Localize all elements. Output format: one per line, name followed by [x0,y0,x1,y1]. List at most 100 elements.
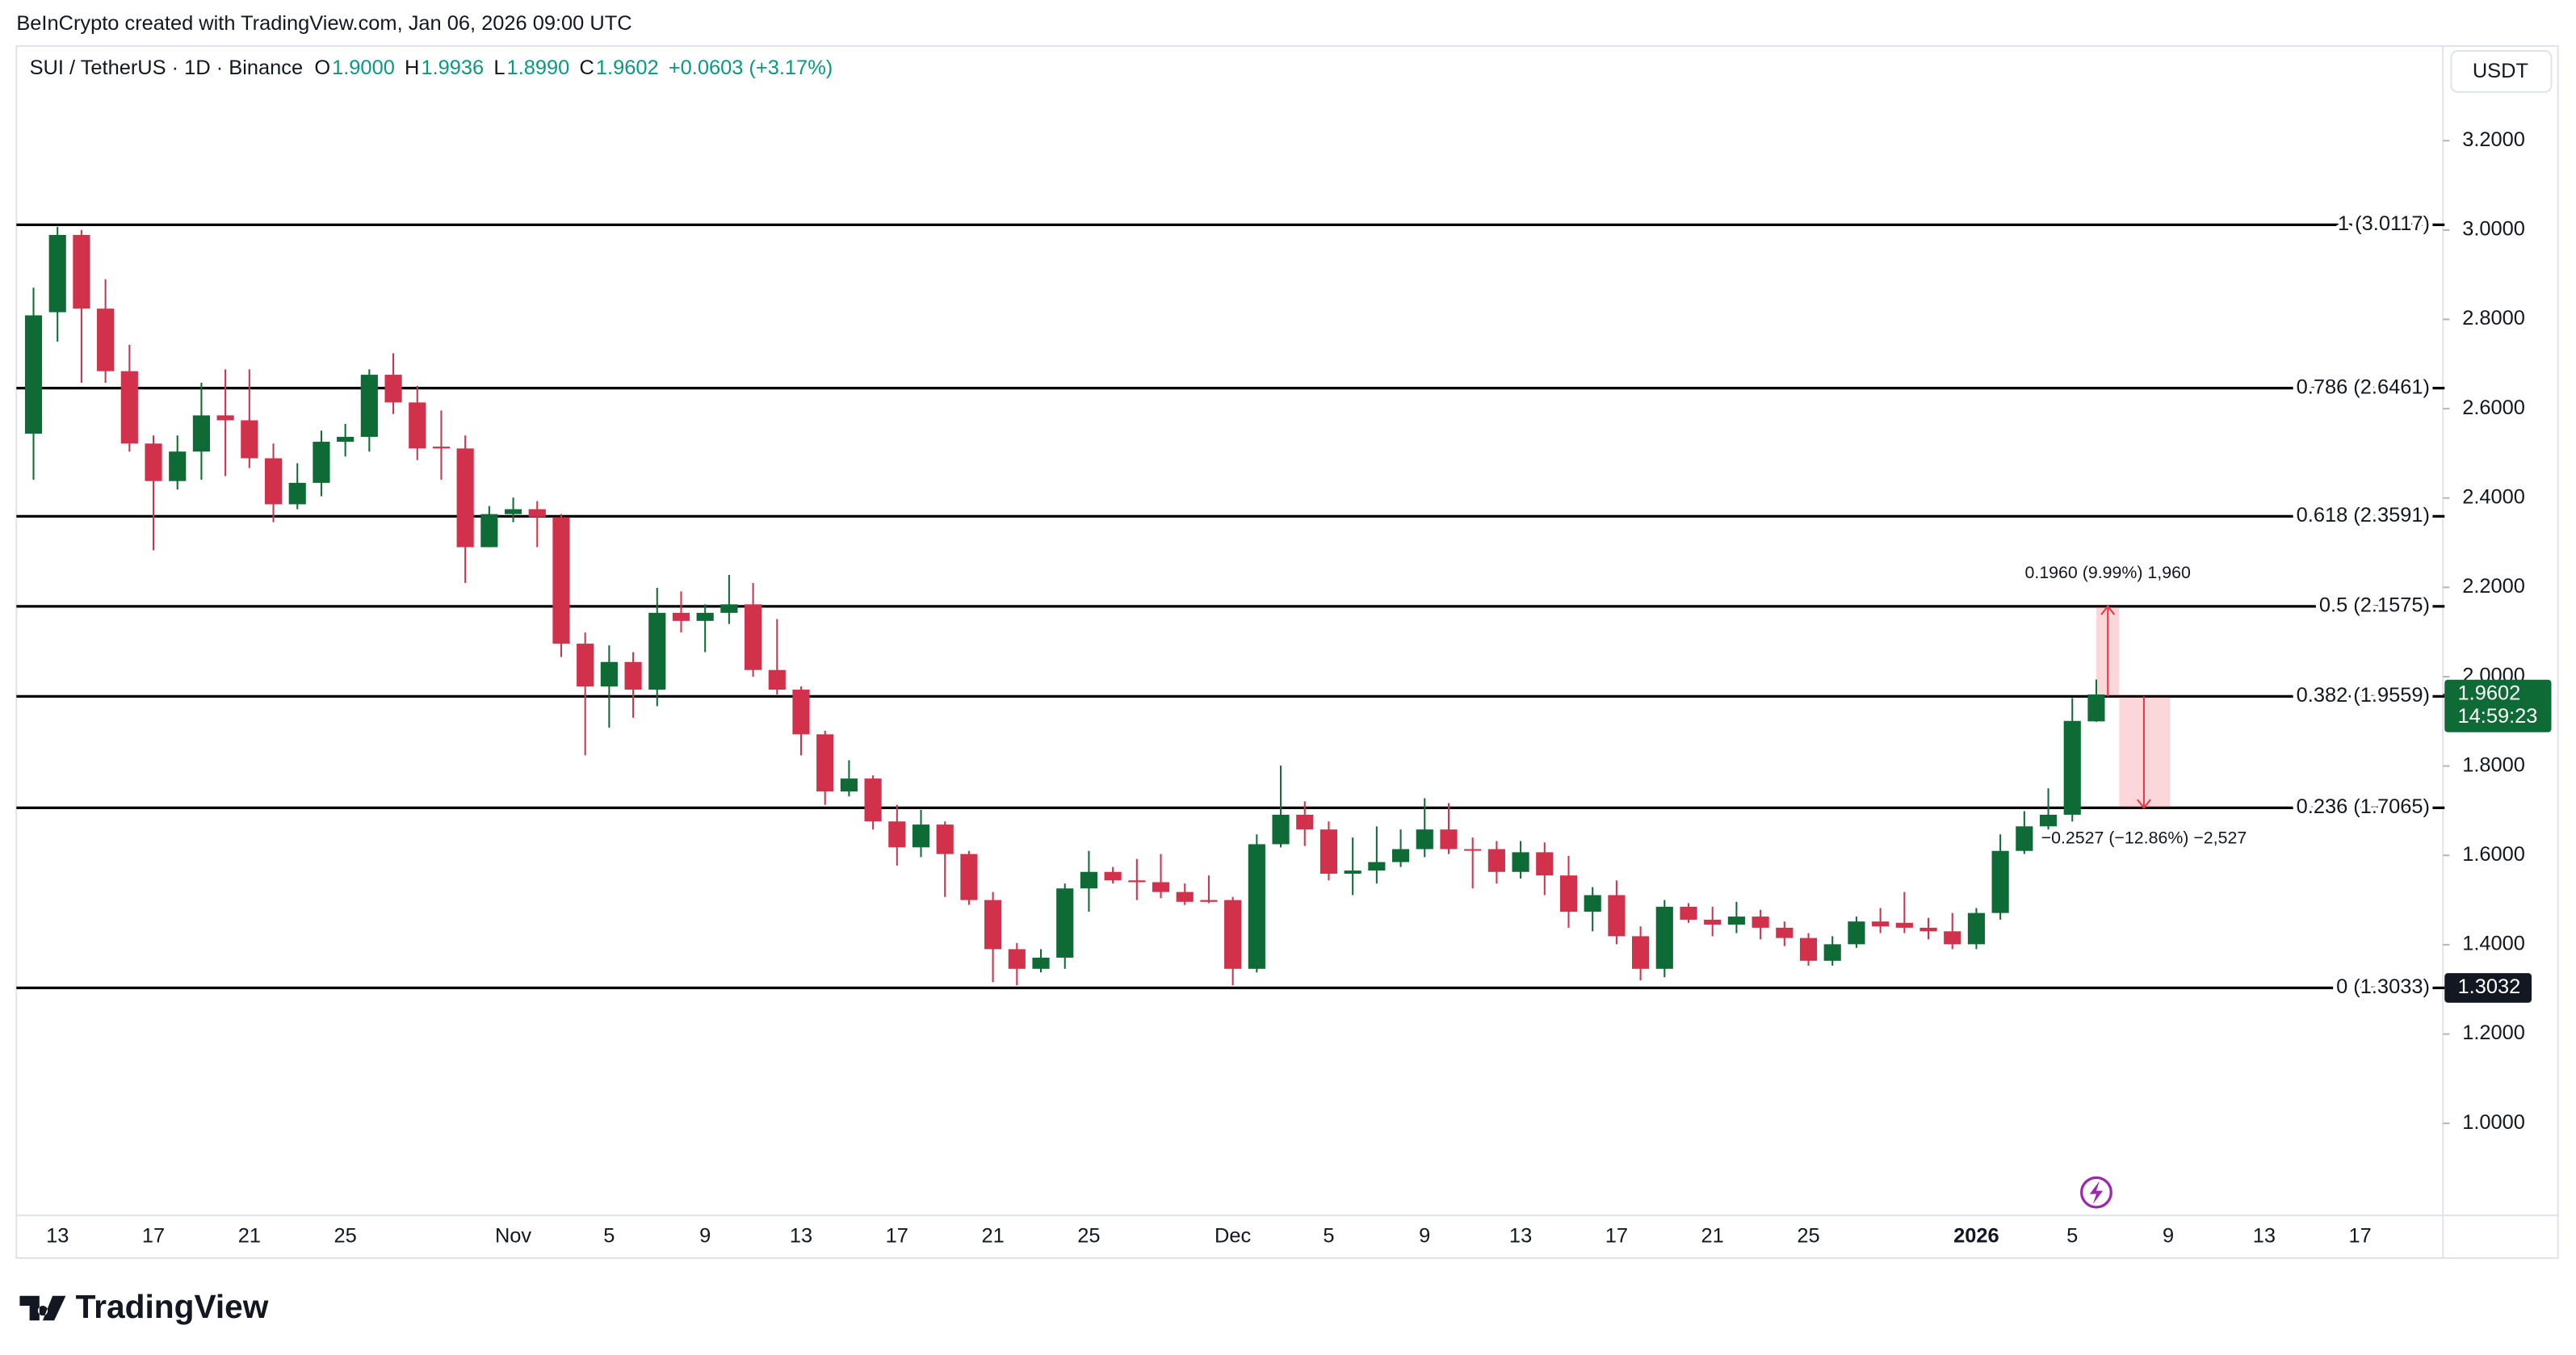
fib-level-label: 1 (3.0117) [2338,212,2430,235]
legend-key: O [314,57,330,79]
candle-body [1008,949,1026,969]
candle-body [288,482,306,505]
candle-body [696,612,714,621]
brand-name: TradingView [76,1288,269,1325]
y-tick-label: 2.4000 [2462,485,2525,508]
candle-body [48,234,66,313]
candle-body [409,402,426,449]
x-tick-label: 17 [2349,1224,2372,1247]
currency-button[interactable] [2450,50,2553,93]
candle-body [792,690,810,735]
fib-level-label: 0.618 (2.3591) [2297,504,2430,526]
candle-body [1919,927,1937,932]
x-tick-label: 13 [1509,1224,1532,1247]
candle-body [1368,862,1386,871]
legend-value: 1.9936 [421,57,484,79]
x-tick-label: 5 [2066,1224,2078,1247]
candle-body [1872,921,1890,927]
alert-circle[interactable] [2080,1176,2112,1209]
candle-body [1536,852,1554,876]
candle-body [912,824,930,848]
fib-level-label: 0 (1.3033) [2336,975,2430,998]
candle-body [120,371,138,444]
candle-body [1464,849,1482,851]
candle-body [1967,912,1986,945]
candle-body [456,448,474,547]
candle-body [745,604,762,670]
y-tick-label: 1.8000 [2462,753,2525,776]
candle-body [1224,900,1242,969]
currency-label[interactable]: USDT [2473,60,2528,82]
x-tick-label: 21 [1701,1224,1724,1247]
measure-down-box [2119,696,2171,808]
x-tick-label: 25 [334,1224,357,1247]
legend-key: L [493,57,505,79]
candle-body [552,517,570,644]
candle-body [480,514,498,547]
candle-body [1704,919,1722,925]
candle-body [577,644,594,687]
candle-body [1512,852,1529,872]
candle-body [192,415,211,452]
measure-up-label: 0.1960 (9.99%) 1,960 [2025,563,2191,582]
candle-body [1200,900,1218,902]
x-tick-label: 2026 [1953,1224,1999,1247]
x-tick-label: 9 [2163,1224,2174,1247]
candle-body [241,420,258,459]
candle-body [816,734,834,792]
candle-body [1296,814,1314,830]
y-tick-label: 1.4000 [2462,933,2525,955]
candle-body [888,821,906,848]
y-tick-label: 3.0000 [2462,218,2525,241]
candle-body [216,415,234,421]
candle-body [1799,938,1818,961]
x-tick-label: 17 [886,1224,908,1247]
x-tick-label: Nov [495,1224,531,1247]
candle-body [864,778,882,822]
legend-key: H [405,57,419,79]
x-tick-label: 25 [1077,1224,1100,1247]
x-tick-label: 13 [790,1224,812,1247]
candle-body [1319,829,1338,874]
candle-body [1056,888,1074,958]
candle-body [169,451,187,481]
candle-body [1991,850,2009,913]
candle-body [1104,871,1122,881]
candle-body [624,661,642,690]
alert-icon[interactable] [2080,1176,2112,1209]
candle-body [264,458,283,505]
fib-level-label: 0.382 (1.9559) [2297,684,2430,707]
x-tick-label: 17 [142,1224,165,1247]
y-tick-label: 1.2000 [2462,1021,2525,1044]
legend-value: 1.9602 [596,57,659,79]
candle-body [960,854,978,900]
candle-body [1176,891,1194,902]
candle-body [1152,882,1170,892]
x-tick-label: 5 [603,1224,615,1247]
y-tick-label: 2.6000 [2462,396,2525,419]
candle-body [600,661,618,687]
candle-body [672,612,690,621]
candle-body [1416,829,1433,849]
credit: BeInCrypto created with TradingView.com,… [16,12,631,35]
x-tick-label: 21 [981,1224,1004,1247]
candle-body [768,669,786,690]
symbol-title: SUI / TetherUS · 1D · Binance [30,57,303,79]
x-tick-label: 13 [46,1224,69,1247]
alert-bolt[interactable] [2089,1181,2104,1204]
last-price-label: 1.9602 [2458,682,2521,705]
candle-body [984,900,1002,950]
candle-body [1440,829,1458,849]
low-marker-label: 1.3032 [2458,975,2521,998]
candle-body [1559,875,1578,912]
measure-up-head [2100,605,2116,615]
y-tick-label: 2.8000 [2462,307,2525,329]
candle-body [1680,906,1697,920]
candle-body [1776,927,1794,938]
legend-value: 1.9000 [332,57,395,79]
candle-body [1487,849,1505,872]
candle-body [2039,814,2058,827]
last-price-box [2444,679,2552,732]
